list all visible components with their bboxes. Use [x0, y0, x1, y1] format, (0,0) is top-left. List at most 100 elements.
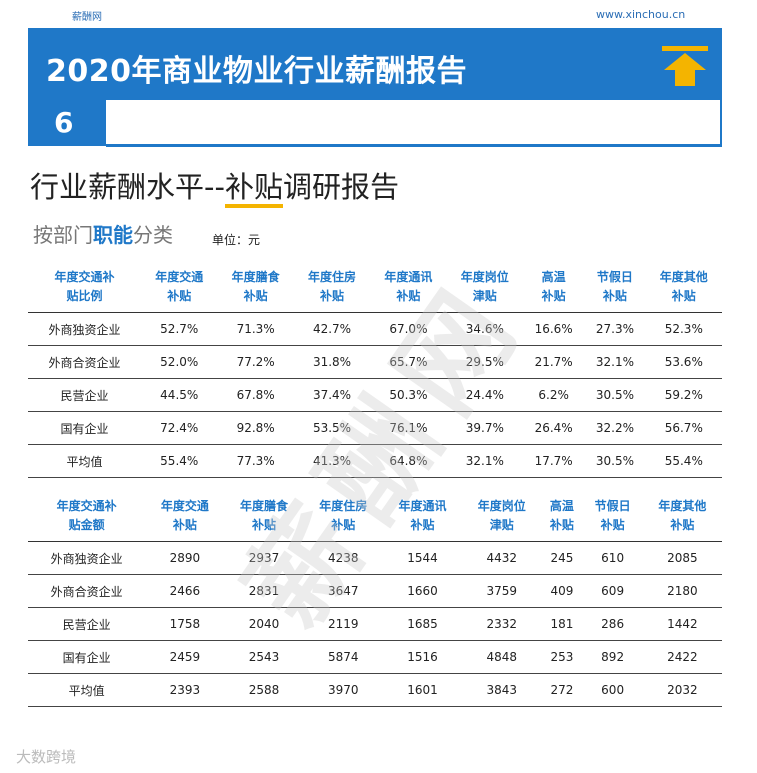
column-header: 年度住房 补贴: [293, 262, 371, 313]
column-header: 年度膳食 补贴: [217, 262, 294, 313]
cell: 42.7%: [293, 312, 371, 346]
header-line: 津贴: [489, 518, 514, 532]
row-label: 外商独资企业: [28, 312, 142, 346]
cell: 29.5%: [446, 345, 523, 379]
site-url: www.xinchou.cn: [596, 8, 686, 21]
site-name: 薪酬网: [72, 12, 102, 23]
page-number: 6: [54, 106, 74, 139]
cell: 2119: [303, 607, 383, 641]
cell: 30.5%: [584, 444, 646, 478]
header-line: 年度岗位: [477, 499, 526, 513]
cell: 4238: [303, 541, 383, 575]
cell: 1544: [382, 541, 463, 575]
cell: 1758: [145, 607, 225, 641]
data-row: 外商独资企业 52.7% 71.3% 42.7% 67.0% 34.6% 16.6% 27.3…: [28, 312, 722, 346]
cell: 286: [582, 607, 643, 641]
cell: 77.2%: [217, 345, 294, 379]
cell: 53.5%: [293, 411, 371, 445]
cell: 1516: [382, 640, 463, 674]
cell: 2459: [145, 640, 225, 674]
column-header: 高温 补贴: [541, 491, 583, 542]
row-label: 外商独资企业: [28, 541, 146, 575]
column-header: 年度膳食 补贴: [224, 491, 304, 542]
header-line: 补贴: [670, 518, 695, 532]
column-header: 年度通讯 补贴: [382, 491, 463, 542]
cell: 71.3%: [217, 312, 294, 346]
column-header: 年度交通补 贴金额: [28, 491, 146, 542]
cell: 2831: [224, 574, 304, 608]
cell: 2040: [224, 607, 304, 641]
header-line: 高温: [549, 499, 574, 513]
header-line: 贴比例: [66, 289, 103, 303]
cell: 56.7%: [645, 411, 722, 445]
cell: 4848: [462, 640, 542, 674]
cell: 44.5%: [141, 378, 218, 412]
cell: 67.8%: [217, 378, 294, 412]
row-label: 国有企业: [28, 411, 142, 445]
cell: 3843: [462, 673, 542, 707]
cell: 76.1%: [370, 411, 447, 445]
cell: 609: [582, 574, 643, 608]
cell: 2543: [224, 640, 304, 674]
cell: 181: [541, 607, 583, 641]
column-header: 高温 补贴: [523, 262, 585, 313]
header-line: 高温: [541, 270, 566, 284]
header-line: 补贴: [541, 289, 566, 303]
data-row: 平均值 2393 2588 3970 1601 3843 272 600 2032: [28, 673, 722, 707]
heading-text: 行业薪酬水平--: [30, 170, 225, 204]
cell: 272: [541, 673, 583, 707]
subheading-text: 分类: [133, 223, 173, 247]
header-line: 补贴: [602, 289, 627, 303]
header-line: 津贴: [472, 289, 497, 303]
cell: 34.6%: [446, 312, 523, 346]
subheading-bold: 职能: [93, 223, 133, 247]
page-number-box: [28, 100, 106, 146]
cell: 21.7%: [523, 345, 585, 379]
column-header: 年度岗位 津贴: [462, 491, 542, 542]
row-label: 国有企业: [28, 640, 146, 674]
column-header: 节假日 补贴: [584, 262, 646, 313]
cell: 1442: [642, 607, 722, 641]
cell: 892: [582, 640, 643, 674]
section-heading: 行业薪酬水平--补贴调研报告: [30, 164, 399, 208]
header-row: 年度交通补 贴比例 年度交通 补贴 年度膳食 补贴 年度住房 补贴 年度通讯 补贴 年度岗位 津贴 高温…: [28, 262, 722, 313]
cell: 2332: [462, 607, 542, 641]
column-header: 年度交通 补贴: [145, 491, 225, 542]
cell: 72.4%: [141, 411, 218, 445]
report-title: 2020年商业物业行业薪酬报告: [46, 54, 467, 89]
header-line: 补贴: [396, 289, 421, 303]
header-rule: [106, 100, 722, 147]
column-header: 年度其他 补贴: [642, 491, 722, 542]
cell: 39.7%: [446, 411, 523, 445]
cell: 17.7%: [523, 444, 585, 478]
cell: 2937: [224, 541, 304, 575]
cell: 2890: [145, 541, 225, 575]
header-line: 补贴: [243, 289, 268, 303]
cell: 32.1%: [446, 444, 523, 478]
cell: 610: [582, 541, 643, 575]
cell: 50.3%: [370, 378, 447, 412]
cell: 2032: [642, 673, 722, 707]
header-line: 补贴: [320, 289, 345, 303]
subsidy-ratio-table: 年度交通补 贴比例 年度交通 补贴 年度膳食 补贴 年度住房 补贴 年度通讯 补贴 年度岗位 津贴 高温…: [28, 262, 722, 478]
column-header: 年度交通 补贴: [141, 262, 218, 313]
header-line: 年度膳食: [231, 270, 280, 284]
cell: 52.0%: [141, 345, 218, 379]
cell: 27.3%: [584, 312, 646, 346]
data-row: 外商合资企业 52.0% 77.2% 31.8% 65.7% 29.5% 21.7% 32.1…: [28, 345, 722, 379]
cell: 1685: [382, 607, 463, 641]
header-line: 补贴: [172, 518, 197, 532]
header-line: 年度其他: [658, 499, 707, 513]
header-line: 补贴: [671, 289, 696, 303]
subheading: 按部门职能分类: [33, 219, 173, 248]
column-header: 节假日 补贴: [582, 491, 643, 542]
cell: 2085: [642, 541, 722, 575]
cell: 30.5%: [584, 378, 646, 412]
cell: 2422: [642, 640, 722, 674]
cell: 59.2%: [645, 378, 722, 412]
header-line: 补贴: [167, 289, 192, 303]
arrow-icon: [662, 46, 708, 86]
cell: 409: [541, 574, 583, 608]
header-line: 年度住房: [319, 499, 368, 513]
